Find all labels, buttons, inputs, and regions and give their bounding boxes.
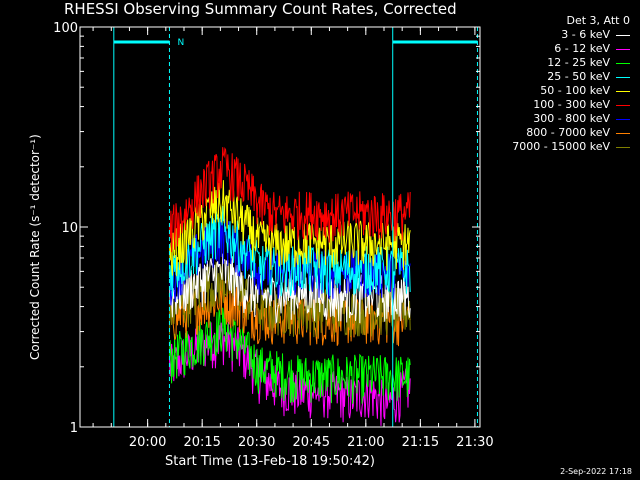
footer-date: 2-Sep-2022 17:18 [560,467,632,476]
legend-swatch [616,90,630,92]
y-tick-label: 10 [61,221,78,236]
x-tick-label: 21:00 [347,435,384,450]
chart-title: RHESSI Observing Summary Count Rates, Co… [64,0,457,18]
legend-swatch [616,104,630,106]
legend-label: 12 - 25 keV [547,56,610,69]
legend-item: 100 - 300 keV [512,98,630,112]
flag-label: N [177,38,184,48]
y-axis-label: Corrected Count Rate (s⁻¹ detector⁻¹) [28,134,42,360]
legend-label: 800 - 7000 keV [526,126,610,139]
legend-label: 100 - 300 keV [533,98,610,111]
legend-item: 25 - 50 keV [512,70,630,84]
series-line-3 [169,205,411,297]
legend-item: 7000 - 15000 keV [512,140,630,154]
x-tick-label: 20:30 [238,435,275,450]
x-axis-label: Start Time (13-Feb-18 19:50:42) [165,454,375,469]
legend-label: 25 - 50 keV [547,70,610,83]
x-tick-label: 21:30 [456,435,493,450]
legend-item: 6 - 12 keV [512,42,630,56]
legend-swatch [616,118,630,120]
x-tick-label: 20:00 [129,435,166,450]
legend-swatch [616,76,630,78]
legend-item: 12 - 25 keV [512,56,630,70]
legend-label: 50 - 100 keV [540,84,610,97]
legend-swatch [616,62,630,64]
series-line-2 [169,307,411,404]
legend-label: 300 - 800 keV [533,112,610,125]
legend-swatch [616,146,630,148]
x-tick-label: 21:15 [402,435,439,450]
legend-item: 3 - 6 keV [512,28,630,42]
legend-swatch [616,34,630,36]
x-tick-label: 20:15 [183,435,220,450]
series-line-5 [169,146,411,253]
legend-item: 800 - 7000 keV [512,126,630,140]
y-tick-label: 100 [53,21,78,36]
legend-item: 50 - 100 keV [512,84,630,98]
legend-item: 300 - 800 keV [512,112,630,126]
y-tick-label: 1 [70,421,78,436]
x-tick-label: 20:45 [293,435,330,450]
legend-header: Det 3, Att 0 [566,14,631,27]
legend-swatch [616,132,630,134]
legend-label: 7000 - 15000 keV [512,140,610,153]
legend-swatch [616,48,630,50]
series-line-8 [169,261,411,338]
legend: Det 3, Att 0 3 - 6 keV 6 - 12 keV 12 - 25 … [512,14,630,154]
legend-label: 6 - 12 keV [554,42,610,55]
legend-label: 3 - 6 keV [561,28,610,41]
